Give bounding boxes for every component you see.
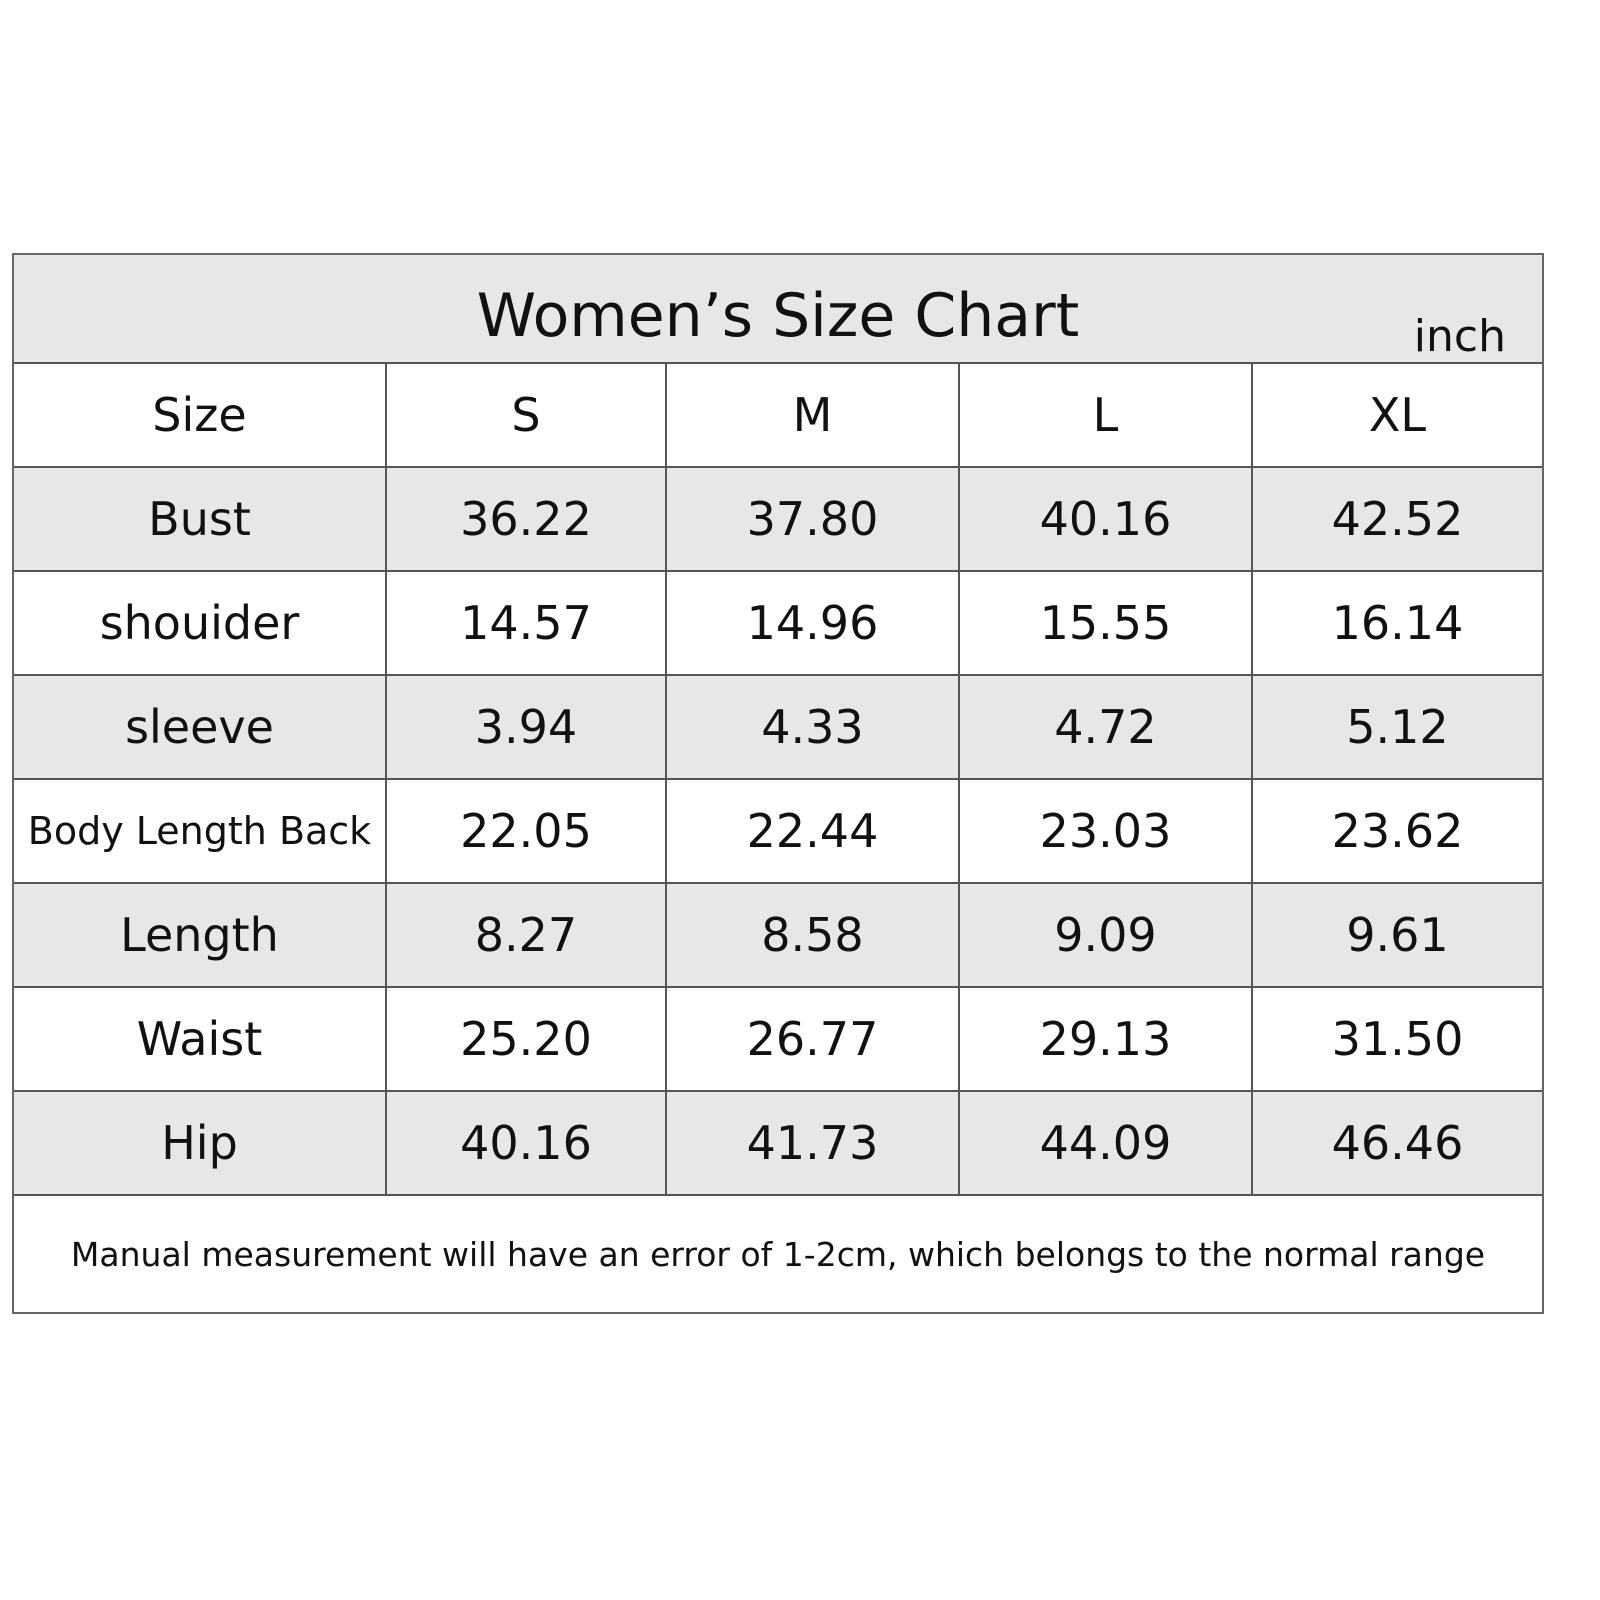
table-row: Length 8.27 8.58 9.09 9.61: [14, 884, 1542, 988]
cell: 8.58: [667, 884, 960, 986]
cell: 9.61: [1346, 908, 1449, 962]
cell: 15.55: [960, 572, 1253, 674]
cell: 14.57: [387, 572, 667, 674]
cell: XL: [1368, 388, 1427, 442]
cell: 4.33: [667, 676, 960, 778]
cell: 9.09: [960, 884, 1253, 986]
cell: 36.22: [387, 468, 667, 570]
table-row: Waist 25.20 26.77 29.13 31.50: [14, 988, 1542, 1092]
row-label: Body Length Back: [14, 780, 387, 882]
cell: 14.96: [667, 572, 960, 674]
cell: 44.09: [960, 1092, 1253, 1194]
row-label: Hip: [14, 1092, 387, 1194]
cell: 22.44: [667, 780, 960, 882]
table-row: shouider 14.57 14.96 15.55 16.14: [14, 572, 1542, 676]
cell: L: [960, 364, 1253, 466]
table-row: Body Length Back 22.05 22.44 23.03 23.62: [14, 780, 1542, 884]
cell: 29.13: [960, 988, 1253, 1090]
title: Women’s Size Chart: [476, 281, 1080, 351]
title-row: Women’s Size Chart inch: [14, 255, 1542, 364]
cell: M: [667, 364, 960, 466]
row-label: sleeve: [14, 676, 387, 778]
table-row: Hip 40.16 41.73 44.09 46.46: [14, 1092, 1542, 1196]
table-row: Bust 36.22 37.80 40.16 42.52: [14, 468, 1542, 572]
cell: 40.16: [387, 1092, 667, 1194]
cell: 42.52: [1331, 492, 1464, 546]
unit: inch: [1413, 311, 1506, 362]
row-label: Waist: [14, 988, 387, 1090]
row-label: shouider: [14, 572, 387, 674]
cell: 41.73: [667, 1092, 960, 1194]
cell: S: [387, 364, 667, 466]
footnote: Manual measurement will have an error of…: [70, 1234, 1486, 1274]
size-chart: Women’s Size Chart inch Size S M L XL Bust 36.…: [12, 253, 1544, 1314]
table-row: Size S M L XL: [14, 364, 1542, 468]
table-row: sleeve 3.94 4.33 4.72 5.12: [14, 676, 1542, 780]
cell: 23.62: [1331, 804, 1464, 858]
cell: 5.12: [1346, 700, 1449, 754]
row-label: Bust: [14, 468, 387, 570]
cell: 3.94: [387, 676, 667, 778]
cell: 31.50: [1331, 1012, 1464, 1066]
cell: 40.16: [960, 468, 1253, 570]
cell: 26.77: [667, 988, 960, 1090]
cell: 8.27: [387, 884, 667, 986]
cell: 23.03: [960, 780, 1253, 882]
cell: 22.05: [387, 780, 667, 882]
cell: 16.14: [1331, 596, 1464, 650]
cell: 4.72: [960, 676, 1253, 778]
cell: 37.80: [667, 468, 960, 570]
row-label: Size: [14, 364, 387, 466]
row-label: Length: [14, 884, 387, 986]
cell: 25.20: [387, 988, 667, 1090]
table-body: Size S M L XL Bust 36.22 37.80 40.16 42.52 shouide…: [14, 364, 1542, 1196]
cell: 46.46: [1331, 1116, 1464, 1170]
